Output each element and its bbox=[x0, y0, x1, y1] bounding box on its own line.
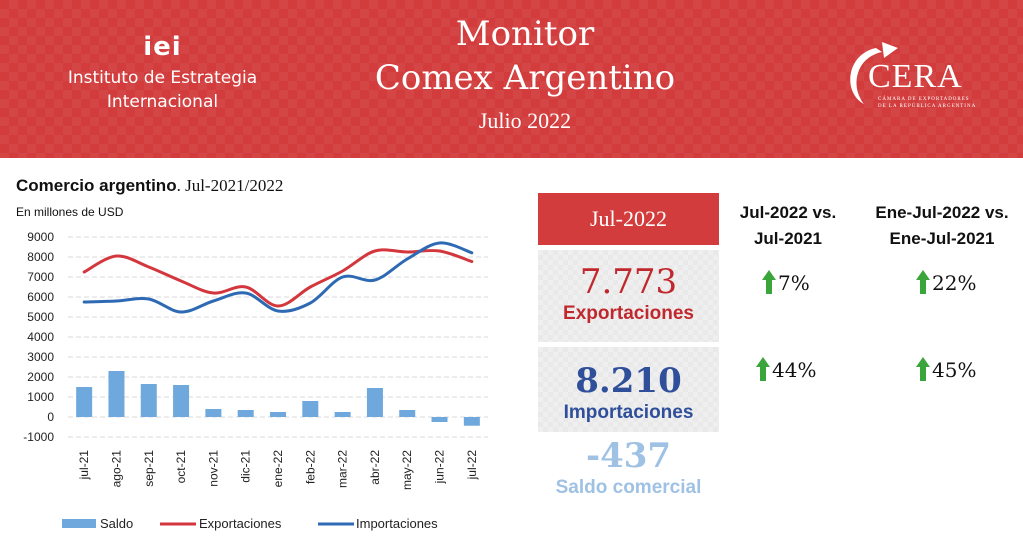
x-tick-label: ene-22 bbox=[271, 450, 285, 488]
bar-saldo bbox=[76, 387, 93, 417]
balance-label: Saldo comercial bbox=[555, 477, 702, 498]
exports-ytd-value: 22% bbox=[932, 271, 977, 295]
cera-subtitle-line1: CÁMARA DE EXPORTADORES bbox=[878, 97, 970, 102]
x-tick-label: oct-21 bbox=[174, 450, 188, 484]
series-line-exportaciones bbox=[82, 248, 474, 308]
imports-summary-box: 8.210 Importaciones bbox=[538, 347, 719, 432]
iei-logo-block: iei Instituto de Estrategia Internaciona… bbox=[60, 32, 265, 114]
yoy-header-line1: Jul-2022 vs. bbox=[739, 203, 837, 222]
yoy-column-header: Jul-2022 vs. Jul-2021 bbox=[718, 200, 858, 252]
ytd-header-line2: Ene-Jul-2021 bbox=[889, 229, 995, 248]
chart-title: Comercio argentino. Jul-2021/2022 bbox=[16, 176, 283, 196]
x-tick-label: sep-21 bbox=[142, 450, 156, 487]
y-tick-label: 5000 bbox=[27, 310, 54, 324]
chart-title-bold: Comercio argentino bbox=[16, 176, 177, 195]
exports-value: 7.773 bbox=[579, 262, 678, 302]
cera-wordmark: CERA bbox=[868, 58, 963, 95]
summary-period-header: Jul-2022 bbox=[538, 193, 719, 245]
bar-saldo bbox=[237, 410, 254, 417]
x-tick-label: jul-22 bbox=[465, 450, 479, 481]
chart-title-period: . Jul-2021/2022 bbox=[176, 176, 284, 195]
bar-saldo bbox=[140, 384, 157, 417]
y-tick-label: 0 bbox=[47, 410, 54, 424]
cera-swoosh-icon bbox=[850, 42, 898, 104]
bar-saldo bbox=[334, 412, 351, 417]
ytd-column-header: Ene-Jul-2022 vs. Ene-Jul-2021 bbox=[862, 200, 1022, 252]
imports-ytd-change: 45% bbox=[916, 357, 976, 381]
cera-subtitle-line2: DE LA REPÚBLICA ARGENTINA bbox=[878, 104, 977, 109]
y-tick-label: 1000 bbox=[27, 390, 54, 404]
iei-logo: iei bbox=[143, 32, 182, 62]
balance-summary-box: -437 Saldo comercial bbox=[538, 432, 719, 502]
ytd-header-line1: Ene-Jul-2022 vs. bbox=[875, 203, 1009, 222]
y-tick-label: 7000 bbox=[27, 270, 54, 284]
x-tick-label: feb-22 bbox=[303, 450, 317, 484]
legend-label-exportaciones: Exportaciones bbox=[199, 516, 282, 531]
x-tick-label: abr-22 bbox=[368, 450, 382, 485]
imports-value: 8.210 bbox=[575, 361, 682, 401]
x-tick-label: dic-21 bbox=[239, 450, 253, 483]
bar-saldo bbox=[463, 417, 480, 426]
imports-ytd-value: 45% bbox=[932, 358, 977, 382]
exports-label: Exportaciones bbox=[563, 303, 694, 324]
bar-saldo bbox=[205, 409, 222, 417]
exports-summary-box: 7.773 Exportaciones bbox=[538, 250, 719, 342]
bar-saldo bbox=[173, 385, 190, 417]
imports-label: Importaciones bbox=[563, 402, 694, 423]
arrow-up-icon bbox=[762, 270, 776, 294]
y-tick-label: 3000 bbox=[27, 350, 54, 364]
x-tick-label: ago-21 bbox=[109, 450, 123, 488]
bar-saldo bbox=[399, 410, 416, 417]
report-title-block: Monitor Comex Argentino Julio 2022 bbox=[330, 12, 720, 138]
bar-saldo bbox=[270, 412, 286, 417]
x-tick-label: nov-21 bbox=[206, 450, 220, 487]
report-period: Julio 2022 bbox=[478, 108, 572, 133]
x-tick-label: may-22 bbox=[400, 450, 414, 490]
report-title-line2: Comex Argentino bbox=[374, 58, 676, 98]
arrow-up-icon bbox=[916, 357, 930, 381]
x-tick-label: jun-22 bbox=[433, 450, 447, 485]
balance-value: -437 bbox=[585, 436, 672, 476]
y-tick-label: 8000 bbox=[27, 250, 54, 264]
series-line-importaciones bbox=[82, 241, 474, 314]
exports-yoy-change: 7% bbox=[762, 270, 810, 294]
bar-saldo bbox=[108, 371, 125, 417]
report-title-line1: Monitor bbox=[455, 14, 595, 54]
y-tick-label: -1000 bbox=[23, 430, 54, 444]
bar-saldo bbox=[431, 417, 448, 422]
cera-subtitle: CÁMARA DE EXPORTADORES DE LA REPÚBLICA A… bbox=[878, 96, 978, 110]
imports-yoy-value: 44% bbox=[772, 358, 817, 382]
chart-units: En millones de USD bbox=[16, 205, 124, 219]
legend-label-importaciones: Importaciones bbox=[356, 516, 438, 531]
bar-saldo bbox=[366, 388, 383, 417]
cera-logo: CERA CÁMARA DE EXPORTADORES DE LA REPÚBL… bbox=[842, 38, 982, 118]
yoy-header-line2: Jul-2021 bbox=[753, 229, 823, 248]
org-name-line2: Internacional bbox=[106, 92, 219, 112]
bar-saldo bbox=[302, 401, 319, 417]
y-tick-label: 2000 bbox=[27, 370, 54, 384]
legend-label-saldo: Saldo bbox=[100, 516, 133, 531]
y-tick-label: 9000 bbox=[27, 230, 54, 244]
org-name-line1: Instituto de Estrategia bbox=[67, 68, 258, 88]
arrow-up-icon bbox=[756, 357, 770, 381]
exports-ytd-change: 22% bbox=[916, 270, 976, 294]
x-tick-label: jul-21 bbox=[77, 450, 91, 481]
imports-yoy-change: 44% bbox=[756, 357, 816, 381]
header-banner: iei Instituto de Estrategia Internaciona… bbox=[0, 0, 1023, 158]
exports-yoy-value: 7% bbox=[778, 271, 810, 295]
legend-swatch-saldo bbox=[62, 519, 96, 528]
x-tick-label: mar-22 bbox=[336, 450, 350, 488]
y-tick-label: 6000 bbox=[27, 290, 54, 304]
trade-chart: 9000 8000 7000 6000 5000 4000 3000 2000 1000 0 -10… bbox=[23, 230, 488, 531]
y-tick-label: 4000 bbox=[27, 330, 54, 344]
arrow-up-icon bbox=[916, 270, 930, 294]
